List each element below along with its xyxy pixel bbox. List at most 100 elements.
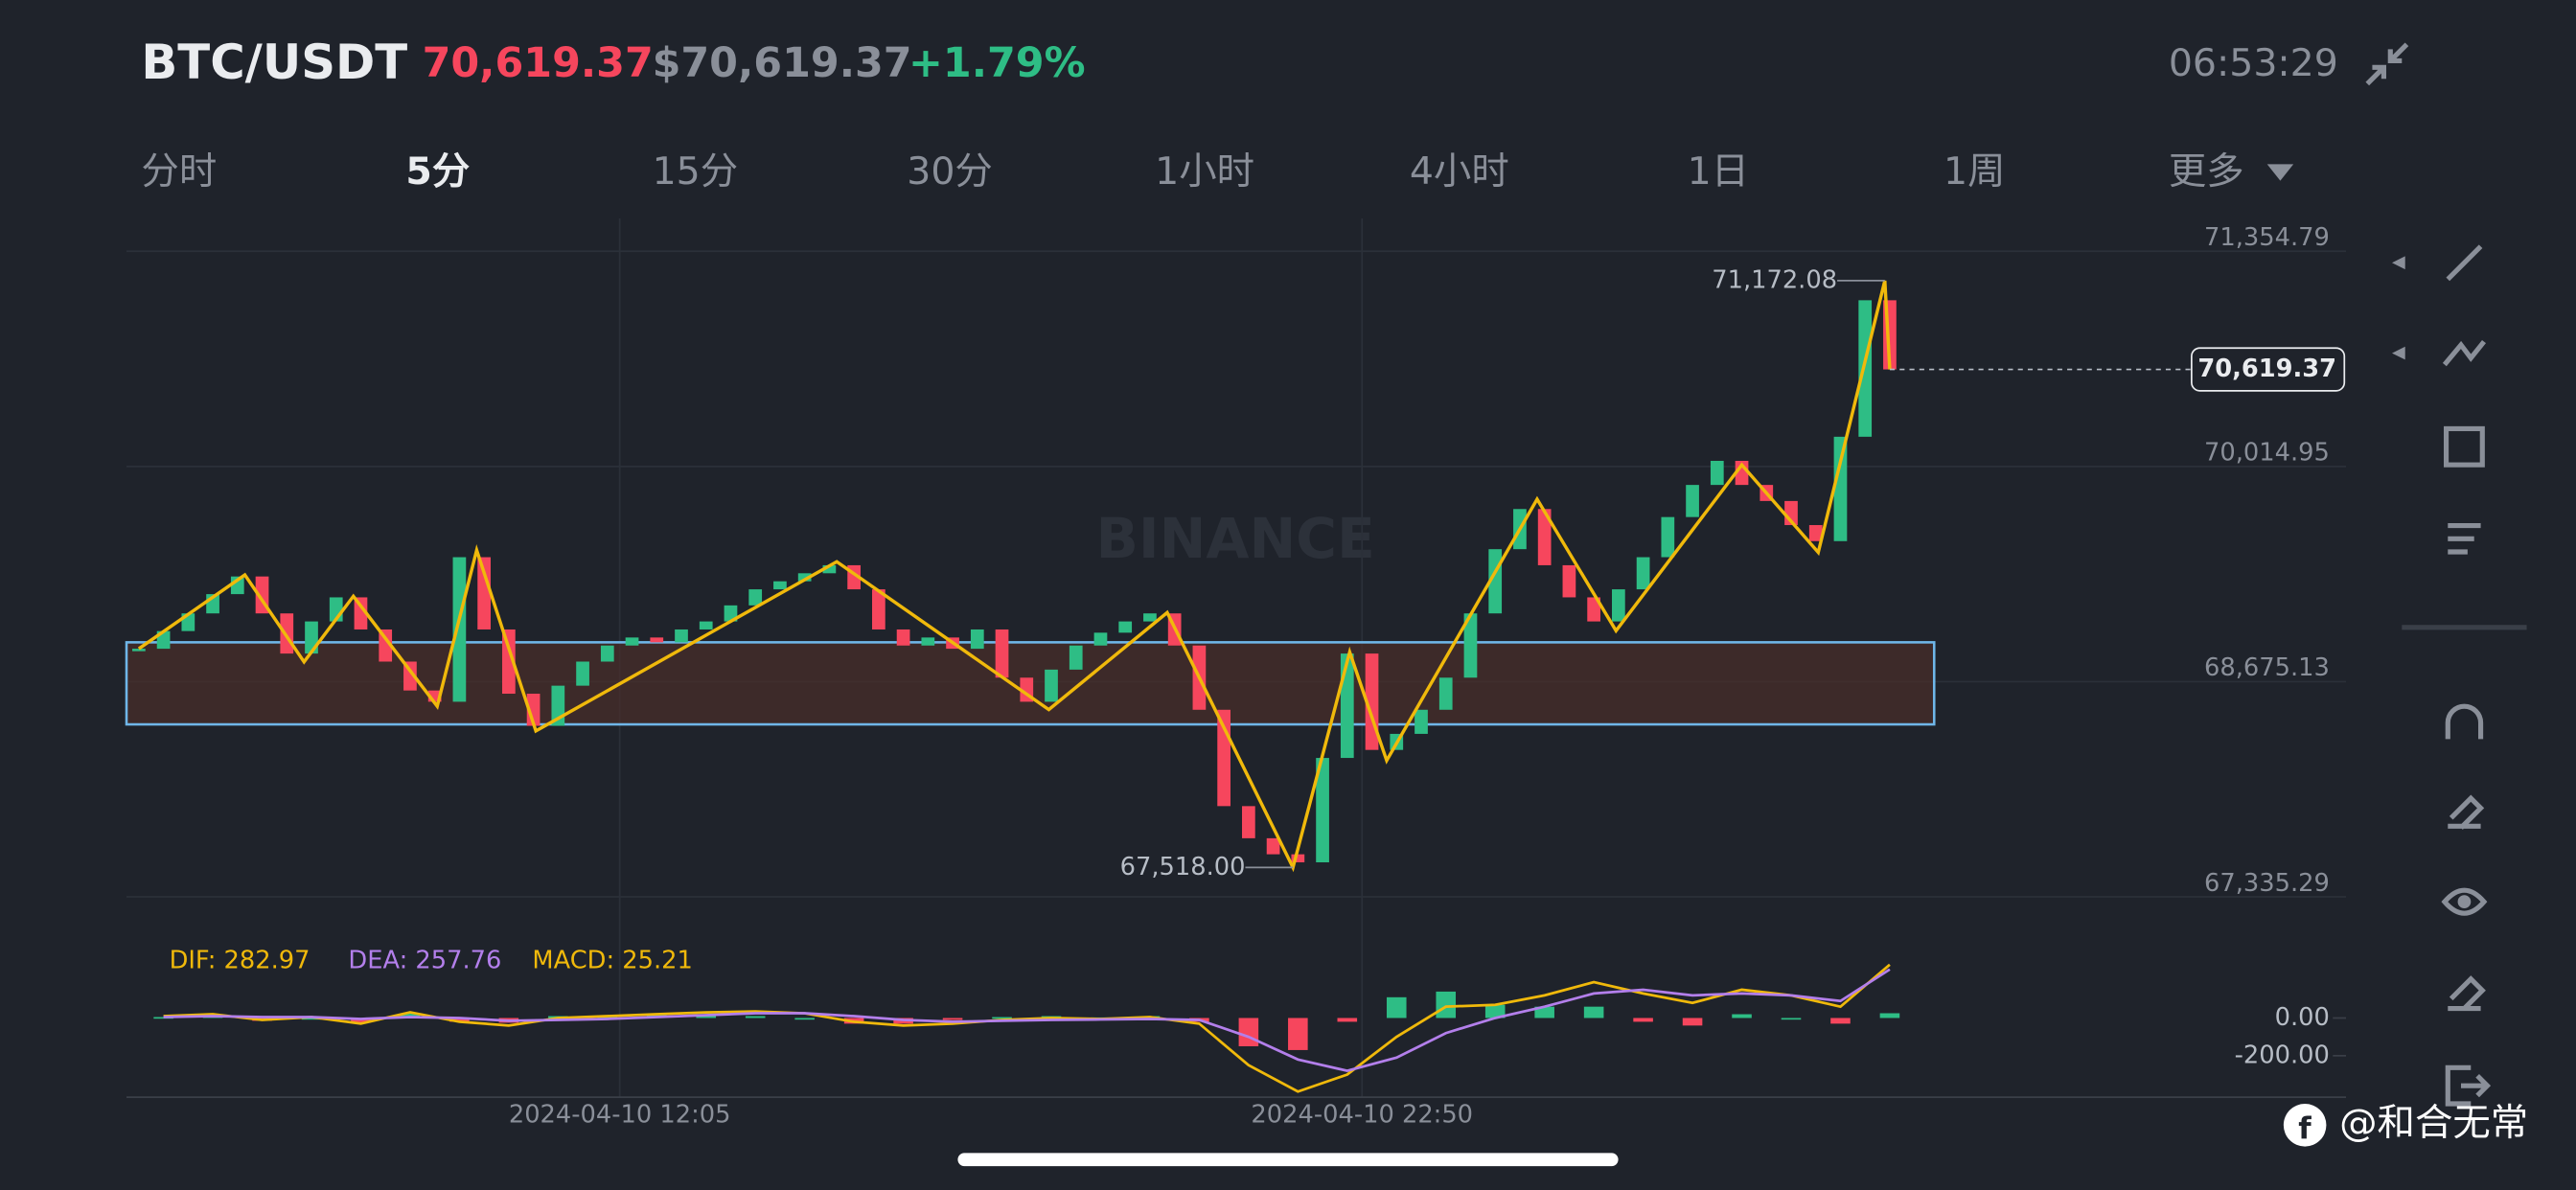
candle [872, 589, 886, 629]
candle [305, 621, 318, 654]
candle [1266, 837, 1280, 855]
macd-bar [1484, 1004, 1506, 1018]
last-price-box [2191, 347, 2346, 392]
candle [132, 649, 146, 652]
candle [477, 557, 491, 629]
tab[interactable]: 4小时 [1410, 149, 1509, 194]
macd-tick-label: 0.00 [2275, 1003, 2330, 1032]
rect-tool[interactable] [2443, 425, 2485, 468]
macd-bar [1534, 1006, 1554, 1018]
y-tick-label: 68,675.13 [2204, 653, 2330, 682]
macd-bar [1633, 1018, 1653, 1022]
candle [650, 637, 664, 643]
macd-tick-label: -200.00 [2235, 1041, 2330, 1069]
toolbar [2392, 244, 2527, 1107]
candle [1587, 597, 1600, 622]
symbol: BTC/USDT [141, 34, 407, 90]
macd-bar [301, 1018, 322, 1020]
extreme-label: 67,518.00 [1120, 853, 1246, 881]
line-tool[interactable] [2446, 244, 2483, 282]
y-tick-label: 67,335.29 [2204, 869, 2330, 898]
facebook-f: f [2298, 1111, 2312, 1146]
macd-bar [153, 1017, 173, 1019]
tab[interactable]: 分时 [141, 149, 217, 194]
candle [1045, 669, 1058, 702]
candle [576, 661, 589, 686]
y-tick-label: 71,354.79 [2204, 223, 2330, 252]
last-price-label: 70,619.37 [2197, 355, 2336, 383]
trend-tool[interactable] [2442, 339, 2487, 367]
candle [1316, 758, 1329, 863]
macd-bar [1682, 1018, 1703, 1026]
macd-bar [992, 1017, 1012, 1019]
candle [1118, 621, 1133, 633]
macd-bar [745, 1016, 766, 1018]
candle [1438, 677, 1453, 710]
x-tick-label: 2024-04-10 12:05 [509, 1101, 731, 1130]
candle [773, 581, 787, 590]
watermark: BINANCE [1096, 506, 1375, 571]
candle [1636, 557, 1650, 590]
plot: BINANCE 71,354.79 70,014.95 68,675.13 67,335… [125, 218, 2346, 1130]
dea-line [163, 968, 1891, 1073]
tab[interactable]: 15分 [653, 149, 739, 194]
candle [1537, 509, 1552, 565]
macd-bar [400, 1013, 421, 1018]
macd-bar [696, 1015, 717, 1018]
eraser-tool[interactable] [2448, 975, 2486, 1012]
tab[interactable]: 30分 [907, 149, 993, 194]
candle [1143, 613, 1157, 622]
candle [1242, 806, 1255, 838]
y-tick-label: 70,014.95 [2204, 439, 2330, 468]
price-usd: $70,619.37 [653, 39, 912, 87]
macd-bar [942, 1018, 963, 1020]
tab[interactable]: 1小时 [1155, 149, 1254, 194]
macd-bar [1732, 1014, 1752, 1018]
candle [354, 597, 368, 629]
candle [1463, 613, 1478, 678]
macd-bar [1386, 996, 1407, 1018]
tab[interactable]: 更多 [2169, 149, 2244, 194]
macd-legend: DIF: 282.97 [170, 946, 310, 974]
macd-bar [1583, 1006, 1604, 1018]
candle [1562, 564, 1576, 598]
candle [748, 589, 763, 606]
candle [600, 645, 614, 662]
fib-tool[interactable] [2448, 523, 2481, 555]
candle [427, 690, 442, 702]
candle [1686, 485, 1699, 517]
collapse-icon[interactable] [2365, 42, 2409, 86]
pen-tool[interactable] [2448, 794, 2485, 830]
candle [1833, 436, 1848, 541]
footer: @和合无常 [2339, 1101, 2528, 1145]
candle [1808, 525, 1823, 541]
eye-tool[interactable] [2441, 887, 2488, 916]
candle [1858, 300, 1873, 437]
candle [1093, 632, 1108, 646]
zigzag [137, 280, 1892, 873]
macd-bar [1238, 1018, 1259, 1046]
candle [1612, 589, 1625, 622]
candle [896, 629, 910, 646]
macd-legend: DEA: 257.76 [348, 946, 501, 974]
magnet-tool[interactable] [2445, 703, 2484, 740]
price: 70,619.37 [423, 39, 654, 87]
tab[interactable]: 1周 [1944, 149, 2005, 194]
home-indicator [957, 1153, 1619, 1167]
candle [1414, 709, 1428, 734]
candle [724, 605, 738, 622]
macd-bar [1288, 1018, 1308, 1050]
candle [1340, 653, 1354, 759]
candle [379, 629, 393, 662]
candle [699, 621, 713, 629]
macd-bar [794, 1018, 815, 1020]
exit-tool[interactable] [2445, 1064, 2492, 1107]
clock: 06:53:29 [2169, 41, 2338, 85]
change: +1.79% [908, 39, 1086, 87]
candle [822, 564, 837, 574]
tab[interactable]: 5分 [405, 149, 470, 194]
tab[interactable]: 1日 [1688, 149, 1749, 194]
candle [625, 637, 639, 646]
extreme-label: 71,172.08 [1712, 265, 1837, 294]
